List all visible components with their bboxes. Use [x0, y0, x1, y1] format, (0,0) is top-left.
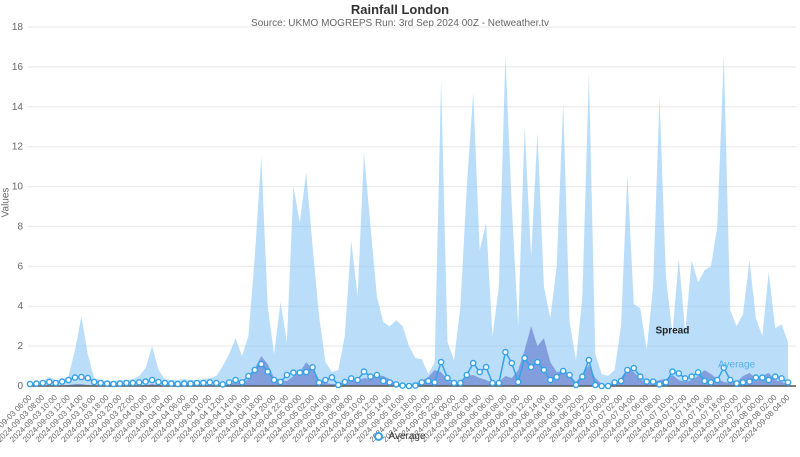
average-annotation: Average	[718, 359, 756, 371]
chart-subtitle: Source: UKMO MOGREPS Run: 3rd Sep 2024 0…	[251, 18, 549, 29]
y-axis-labels: 0 2 4 6 8 10 12 14 16 18	[12, 22, 24, 392]
svg-text:18: 18	[12, 22, 24, 33]
svg-text:16: 16	[12, 62, 24, 73]
legend: Average	[0, 431, 800, 442]
grid-lines	[28, 26, 796, 347]
spread-area	[30, 54, 788, 387]
legend-label: Average	[388, 431, 426, 442]
svg-text:14: 14	[12, 102, 24, 113]
average-line-markers[interactable]	[26, 348, 792, 390]
svg-text:4: 4	[17, 301, 23, 312]
svg-text:6: 6	[17, 261, 23, 272]
svg-text:12: 12	[12, 142, 24, 153]
spread-annotation: Spread	[655, 325, 690, 337]
svg-text:8: 8	[17, 221, 23, 232]
average-marker-icon	[374, 432, 384, 441]
svg-text:2: 2	[17, 341, 23, 352]
svg-text:10: 10	[12, 182, 24, 193]
chart-title: Rainfall London	[350, 2, 450, 17]
legend-item-average[interactable]: Average	[374, 431, 426, 442]
svg-text:0: 0	[17, 381, 23, 392]
